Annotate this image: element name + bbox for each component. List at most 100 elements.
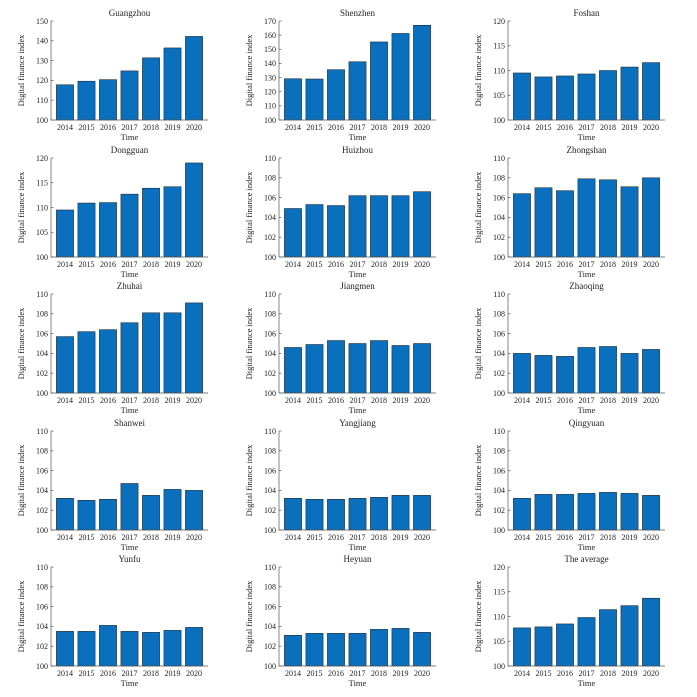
bar-2017 xyxy=(348,195,367,258)
y-tick-label: 110 xyxy=(493,427,505,436)
chart-title: The average xyxy=(564,554,608,564)
y-tick-label: 102 xyxy=(36,642,48,651)
panel-heyuan: Heyuan 2014 2015 2016 2017 2018 2019 2020 100 102… xyxy=(244,554,436,688)
chart-title: Shanwei xyxy=(114,418,145,428)
chart-title: Yangjiang xyxy=(339,418,376,428)
panel-huizhou: Huizhou 2014 2015 2016 2017 2018 2019 2020 100 10… xyxy=(244,145,436,279)
x-tick-label: 2014 xyxy=(57,260,73,269)
y-tick-label: 120 xyxy=(493,563,505,572)
bar-2014 xyxy=(513,193,531,258)
x-tick-label: 2014 xyxy=(514,123,530,132)
x-tick-label: 2018 xyxy=(600,669,616,678)
x-tick-label: 2014 xyxy=(57,396,73,405)
bar-2015 xyxy=(305,499,324,531)
bar-2015 xyxy=(77,500,96,531)
bar-2017 xyxy=(577,493,596,531)
y-tick-label: 104 xyxy=(493,213,505,222)
y-tick-label: 108 xyxy=(36,447,48,456)
bar-2018 xyxy=(370,41,388,121)
bar-2018 xyxy=(599,492,617,531)
x-tick-label: 2017 xyxy=(350,533,366,542)
bar-2014 xyxy=(56,336,74,394)
bar-2019 xyxy=(391,195,410,258)
y-tick-label: 115 xyxy=(36,179,48,188)
x-tick-label: 2019 xyxy=(393,669,409,678)
bar-2019 xyxy=(620,353,639,394)
bar-2018 xyxy=(370,195,388,258)
x-axis-label: Time xyxy=(121,132,139,142)
x-tick-label: 2019 xyxy=(622,396,638,405)
bar-2020 xyxy=(185,302,203,394)
x-tick-label: 2020 xyxy=(414,669,430,678)
x-tick-label: 2019 xyxy=(393,260,409,269)
bar-2016 xyxy=(99,625,117,667)
y-axis-label: Digital finance index xyxy=(16,444,26,517)
bar-2017 xyxy=(120,322,139,394)
y-tick-label: 106 xyxy=(36,329,48,338)
bar-2020 xyxy=(413,191,431,258)
x-tick-label: 2017 xyxy=(350,669,366,678)
bar-2015 xyxy=(534,355,553,394)
x-tick-label: 2016 xyxy=(100,533,116,542)
bar-2020 xyxy=(642,495,660,531)
x-tick-label: 2017 xyxy=(579,396,595,405)
y-tick-label: 108 xyxy=(493,174,505,183)
bar-2016 xyxy=(327,340,345,394)
x-tick-label: 2017 xyxy=(122,260,138,269)
y-tick-label: 104 xyxy=(264,349,276,358)
chart-title: Yunfu xyxy=(119,554,141,564)
x-tick-label: 2017 xyxy=(122,669,138,678)
y-axis-label: Digital finance index xyxy=(16,580,26,653)
panel-jiangmen: Jiangmen 2014 2015 2016 2017 2018 2019 2020 100 1… xyxy=(244,281,436,415)
bar-2019 xyxy=(620,66,639,121)
bar-2020 xyxy=(413,495,431,531)
y-tick-label: 170 xyxy=(264,17,276,26)
x-tick-label: 2014 xyxy=(285,123,301,132)
y-axis-label: Digital finance index xyxy=(244,34,254,107)
chart-title: Huizhou xyxy=(342,145,373,155)
bar-2018 xyxy=(599,70,617,121)
x-tick-label: 2017 xyxy=(350,123,366,132)
y-tick-label: 110 xyxy=(493,290,505,299)
chart-title: Guangzhou xyxy=(109,8,151,18)
bar-2020 xyxy=(413,632,431,667)
x-tick-label: 2016 xyxy=(100,260,116,269)
x-tick-label: 2020 xyxy=(643,396,659,405)
y-tick-label: 105 xyxy=(493,637,505,646)
bar-2020 xyxy=(642,62,660,121)
panel-yunfu: Yunfu 2014 2015 2016 2017 2018 2019 2020 100 102 1… xyxy=(16,554,208,688)
bar-2015 xyxy=(534,187,553,258)
y-tick-label: 104 xyxy=(36,622,48,631)
y-axis-label: Digital finance index xyxy=(473,307,483,380)
x-tick-label: 2020 xyxy=(643,669,659,678)
bar-2016 xyxy=(556,190,574,258)
x-tick-label: 2017 xyxy=(579,533,595,542)
y-tick-label: 102 xyxy=(264,642,276,651)
panel-the-average: The average 2014 2015 2016 2017 2018 2019 2020 1… xyxy=(473,554,665,688)
y-tick-label: 110 xyxy=(264,154,276,163)
y-tick-label: 104 xyxy=(36,486,48,495)
bar-2016 xyxy=(327,633,345,667)
y-tick-label: 130 xyxy=(264,73,276,82)
y-tick-label: 120 xyxy=(36,76,48,85)
y-tick-label: 108 xyxy=(264,310,276,319)
y-axis-label: Digital finance index xyxy=(16,171,26,244)
x-tick-label: 2015 xyxy=(78,260,94,269)
y-tick-label: 150 xyxy=(264,45,276,54)
x-tick-label: 2020 xyxy=(643,533,659,542)
x-axis-label: Time xyxy=(349,678,367,688)
y-tick-label: 110 xyxy=(36,96,48,105)
bar-2017 xyxy=(577,178,596,258)
x-tick-label: 2015 xyxy=(535,396,551,405)
x-tick-label: 2014 xyxy=(57,669,73,678)
y-axis-label: Digital finance index xyxy=(473,34,483,107)
x-tick-label: 2020 xyxy=(186,396,202,405)
x-tick-label: 2020 xyxy=(414,533,430,542)
bar-2018 xyxy=(370,497,388,531)
bar-2017 xyxy=(120,193,139,258)
y-tick-label: 100 xyxy=(264,526,276,535)
chart-title: Jiangmen xyxy=(340,281,375,291)
bar-2015 xyxy=(534,494,553,531)
x-tick-label: 2014 xyxy=(57,123,73,132)
